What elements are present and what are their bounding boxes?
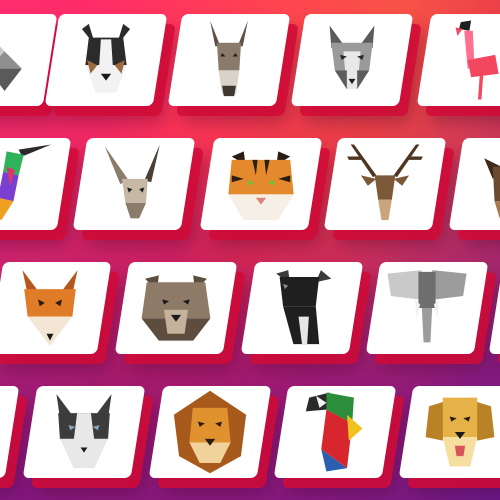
owl-icon: [0, 389, 1, 475]
husky-icon: [56, 394, 112, 469]
tile-wolf[interactable]: [290, 14, 414, 106]
tile-hare[interactable]: [72, 138, 196, 230]
tile-flamingo[interactable]: [416, 14, 500, 106]
deer-icon: [347, 144, 423, 221]
elephant-icon: [387, 270, 467, 343]
tile-elephant[interactable]: [365, 262, 489, 354]
wolf-icon: [329, 25, 375, 90]
tile-parrot[interactable]: [273, 386, 397, 478]
hummingbird-icon: [0, 144, 52, 221]
hare-icon: [104, 144, 160, 219]
tile-greyhound[interactable]: [240, 262, 364, 354]
golden-retriever-icon: [425, 397, 495, 467]
moose-icon: [484, 158, 500, 219]
cat-icon: [0, 32, 22, 91]
tile-lion[interactable]: [148, 386, 272, 478]
border-collie-icon: [81, 23, 131, 93]
tile-bear[interactable]: [114, 262, 238, 354]
tile-deer[interactable]: [323, 138, 447, 230]
donkey-icon: [210, 20, 248, 97]
flamingo-icon: [455, 20, 499, 100]
tile-tiger[interactable]: [199, 138, 323, 230]
tile-fox[interactable]: [0, 262, 112, 354]
parrot-icon: [305, 392, 363, 472]
tiger-icon: [228, 151, 294, 221]
tile-bird[interactable]: [488, 262, 500, 354]
bear-icon: [141, 275, 211, 341]
tile-donkey[interactable]: [167, 14, 291, 106]
tile-husky[interactable]: [22, 386, 146, 478]
lion-icon: [173, 390, 247, 474]
fox-icon: [22, 270, 78, 346]
tile-golden-retriever[interactable]: [398, 386, 500, 478]
greyhound-icon: [276, 270, 332, 345]
tile-border-collie[interactable]: [44, 14, 168, 106]
tile-hummingbird[interactable]: [0, 138, 72, 230]
tile-owl[interactable]: [0, 386, 20, 478]
tile-moose[interactable]: [448, 138, 500, 230]
tile-cat[interactable]: [0, 14, 58, 106]
